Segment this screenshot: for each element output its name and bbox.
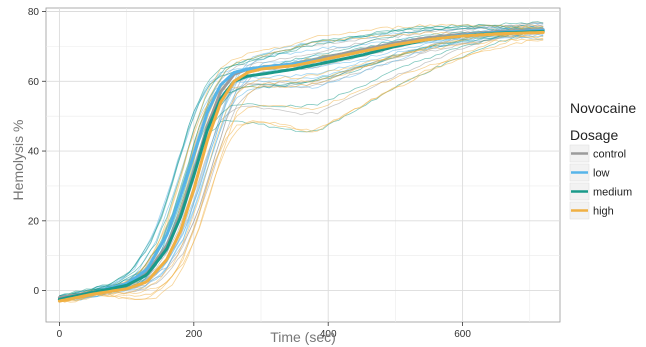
grid-lines: [46, 8, 560, 322]
trial-curve-high: [59, 23, 544, 298]
y-tick-label: 60: [28, 77, 40, 88]
mean-curve-high: [57, 30, 545, 303]
x-tick-label: 200: [185, 329, 202, 340]
x-tick-label: 400: [320, 329, 337, 340]
trial-curve-high: [59, 39, 544, 303]
legend-label: high: [593, 206, 614, 218]
x-axis-ticks: 0 200 400 600: [57, 322, 471, 340]
trial-curve-medium: [59, 21, 544, 297]
y-tick-label: 0: [33, 286, 39, 297]
y-tick-label: 20: [28, 216, 40, 227]
legend-item-high: high: [569, 201, 614, 220]
x-axis-title: Time (sec): [270, 329, 336, 345]
legend-label: control: [593, 149, 626, 161]
legend-items: control low medium high: [569, 144, 632, 220]
x-tick-label: 600: [454, 329, 471, 340]
trial-curve-high: [59, 26, 544, 303]
legend: Novocaine Dosage control low medium high: [569, 100, 636, 220]
trial-curve-control: [59, 31, 544, 299]
trial-curve-medium: [59, 26, 544, 297]
legend-item-medium: medium: [569, 182, 632, 201]
y-axis-ticks: 0 20 40 60 80: [28, 7, 46, 297]
y-axis-title: Hemolysis %: [10, 120, 26, 201]
y-tick-label: 80: [28, 7, 40, 18]
trial-curve-control: [59, 24, 544, 298]
legend-label: medium: [593, 187, 632, 199]
legend-item-control: control: [569, 144, 626, 163]
x-tick-label: 0: [57, 329, 63, 340]
trial-curve-high: [59, 38, 544, 302]
legend-title-line-2: Dosage: [570, 127, 618, 143]
plot-panel: [45, 7, 561, 323]
legend-label: low: [593, 168, 610, 180]
y-tick-label: 40: [28, 147, 40, 158]
legend-title-line-1: Novocaine: [570, 100, 636, 116]
legend-item-low: low: [569, 163, 610, 182]
trial-curve-high: [59, 28, 544, 303]
dosage-mean-curves: [57, 28, 545, 303]
